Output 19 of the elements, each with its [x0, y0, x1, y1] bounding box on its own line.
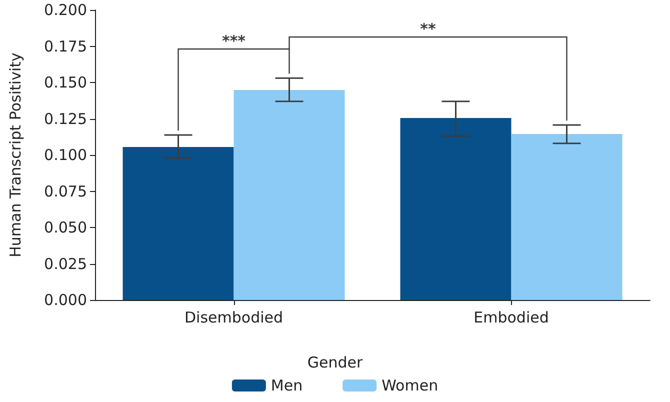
bar [511, 134, 622, 300]
y-tick-label: 0.150 [44, 74, 87, 92]
y-tick-label: 0.000 [44, 291, 87, 309]
y-tick-label: 0.050 [44, 218, 87, 236]
y-tick-label: 0.075 [44, 182, 87, 200]
legend-title: Gender [307, 354, 364, 372]
annotation: *** [222, 32, 246, 50]
y-tick-label: 0.175 [44, 37, 87, 56]
annotation: ** [420, 20, 436, 38]
y-tick-label: 0.100 [44, 146, 87, 164]
x-tick-label: Disembodied [184, 308, 284, 326]
legend-label: Women [382, 376, 438, 394]
bar [122, 147, 234, 300]
y-tick-label: 0.025 [44, 254, 87, 273]
x-tick-label: Embodied [474, 308, 549, 326]
legend-label: Men [270, 376, 303, 394]
y-axis-title: Human Transcript Positivity [6, 52, 24, 258]
y-tick-label: 0.200 [44, 1, 87, 19]
y-tick-label: 0.125 [44, 110, 87, 128]
